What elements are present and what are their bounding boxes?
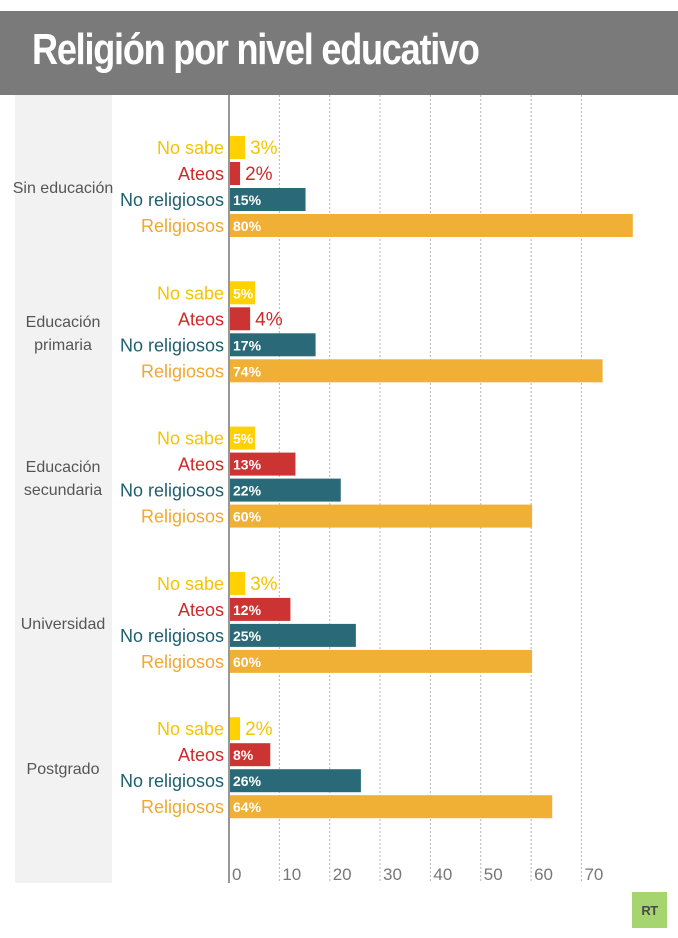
- bar-value-label: 5%: [233, 285, 254, 301]
- category-label: secundaria: [24, 482, 102, 499]
- bar-value-label: 3%: [250, 138, 278, 159]
- category-label: Universidad: [21, 616, 105, 633]
- bar: [230, 452, 296, 476]
- bar-value-label: 2%: [245, 164, 273, 185]
- series-label: No religiosos: [120, 335, 224, 355]
- rt-logo: RT: [632, 892, 667, 928]
- category-label: Educación: [26, 314, 101, 331]
- bar: [230, 333, 316, 357]
- bar-value-label: 64%: [233, 799, 262, 815]
- series-label: No religiosos: [120, 626, 224, 646]
- bar-value-label: 13%: [233, 457, 262, 473]
- series-label: Ateos: [178, 600, 224, 620]
- title-banner: Religión por nivel educativo: [0, 11, 678, 95]
- series-label: Ateos: [178, 455, 224, 475]
- category-panel: [15, 95, 112, 883]
- bar-value-label: 8%: [233, 747, 254, 763]
- bar: [230, 649, 533, 673]
- series-label: Ateos: [178, 309, 224, 329]
- x-tick-label: 30: [383, 865, 402, 884]
- bar: [230, 162, 241, 185]
- bar: [230, 281, 256, 305]
- x-tick-label: 40: [433, 865, 452, 884]
- x-tick-label: 50: [484, 865, 503, 884]
- bar-value-label: 2%: [245, 719, 273, 740]
- bar-value-label: 25%: [233, 628, 262, 644]
- series-label: Religiosos: [141, 507, 224, 527]
- series-label: Religiosos: [141, 361, 224, 381]
- bar-value-label: 60%: [233, 509, 262, 525]
- series-label: No sabe: [157, 574, 224, 594]
- bar: [230, 136, 246, 159]
- series-label: No religiosos: [120, 771, 224, 791]
- bar: [230, 743, 271, 767]
- series-label: No religiosos: [120, 481, 224, 501]
- x-tick-label: 70: [584, 865, 603, 884]
- bar: [230, 426, 256, 450]
- bar-value-label: 74%: [233, 363, 262, 379]
- series-label: No sabe: [157, 283, 224, 303]
- bar: [230, 769, 361, 793]
- series-label: No sabe: [157, 429, 224, 449]
- bar: [230, 717, 241, 741]
- bar-value-label: 15%: [233, 192, 262, 208]
- category-label: Educación: [26, 459, 101, 476]
- series-label: Religiosos: [141, 216, 224, 236]
- bar-value-label: 17%: [233, 337, 262, 353]
- bar-value-label: 80%: [233, 218, 262, 234]
- bar: [230, 188, 306, 211]
- bar: [230, 571, 246, 595]
- bar-value-label: 26%: [233, 773, 262, 789]
- category-label: primaria: [34, 337, 92, 354]
- bar-value-label: 3%: [250, 574, 278, 595]
- bar-value-label: 22%: [233, 483, 262, 499]
- rt-logo-text: RT: [641, 902, 658, 918]
- bar-value-label: 5%: [233, 431, 254, 447]
- bar: [230, 597, 291, 621]
- bar-value-label: 60%: [233, 654, 262, 670]
- chart-title: Religión por nivel educativo: [32, 25, 480, 74]
- bar: [230, 214, 633, 237]
- category-label: Sin educación: [13, 180, 114, 197]
- x-tick-label: 10: [282, 865, 301, 884]
- bar: [230, 504, 533, 528]
- series-label: Ateos: [178, 164, 224, 184]
- x-tick-label: 0: [232, 865, 241, 884]
- bar: [230, 478, 341, 502]
- bar: [230, 307, 251, 331]
- series-label: Religiosos: [141, 652, 224, 672]
- bar: [230, 623, 356, 647]
- bar: [230, 359, 603, 383]
- x-tick-label: 60: [534, 865, 553, 884]
- series-label: No sabe: [157, 719, 224, 739]
- bar-value-label: 4%: [255, 309, 283, 330]
- bar: [230, 795, 553, 819]
- x-tick-label: 20: [333, 865, 352, 884]
- series-label: No religiosos: [120, 190, 224, 210]
- bar-value-label: 12%: [233, 602, 262, 618]
- series-label: Ateos: [178, 745, 224, 765]
- category-label: Postgrado: [27, 761, 100, 778]
- series-label: No sabe: [157, 138, 224, 158]
- series-label: Religiosos: [141, 797, 224, 817]
